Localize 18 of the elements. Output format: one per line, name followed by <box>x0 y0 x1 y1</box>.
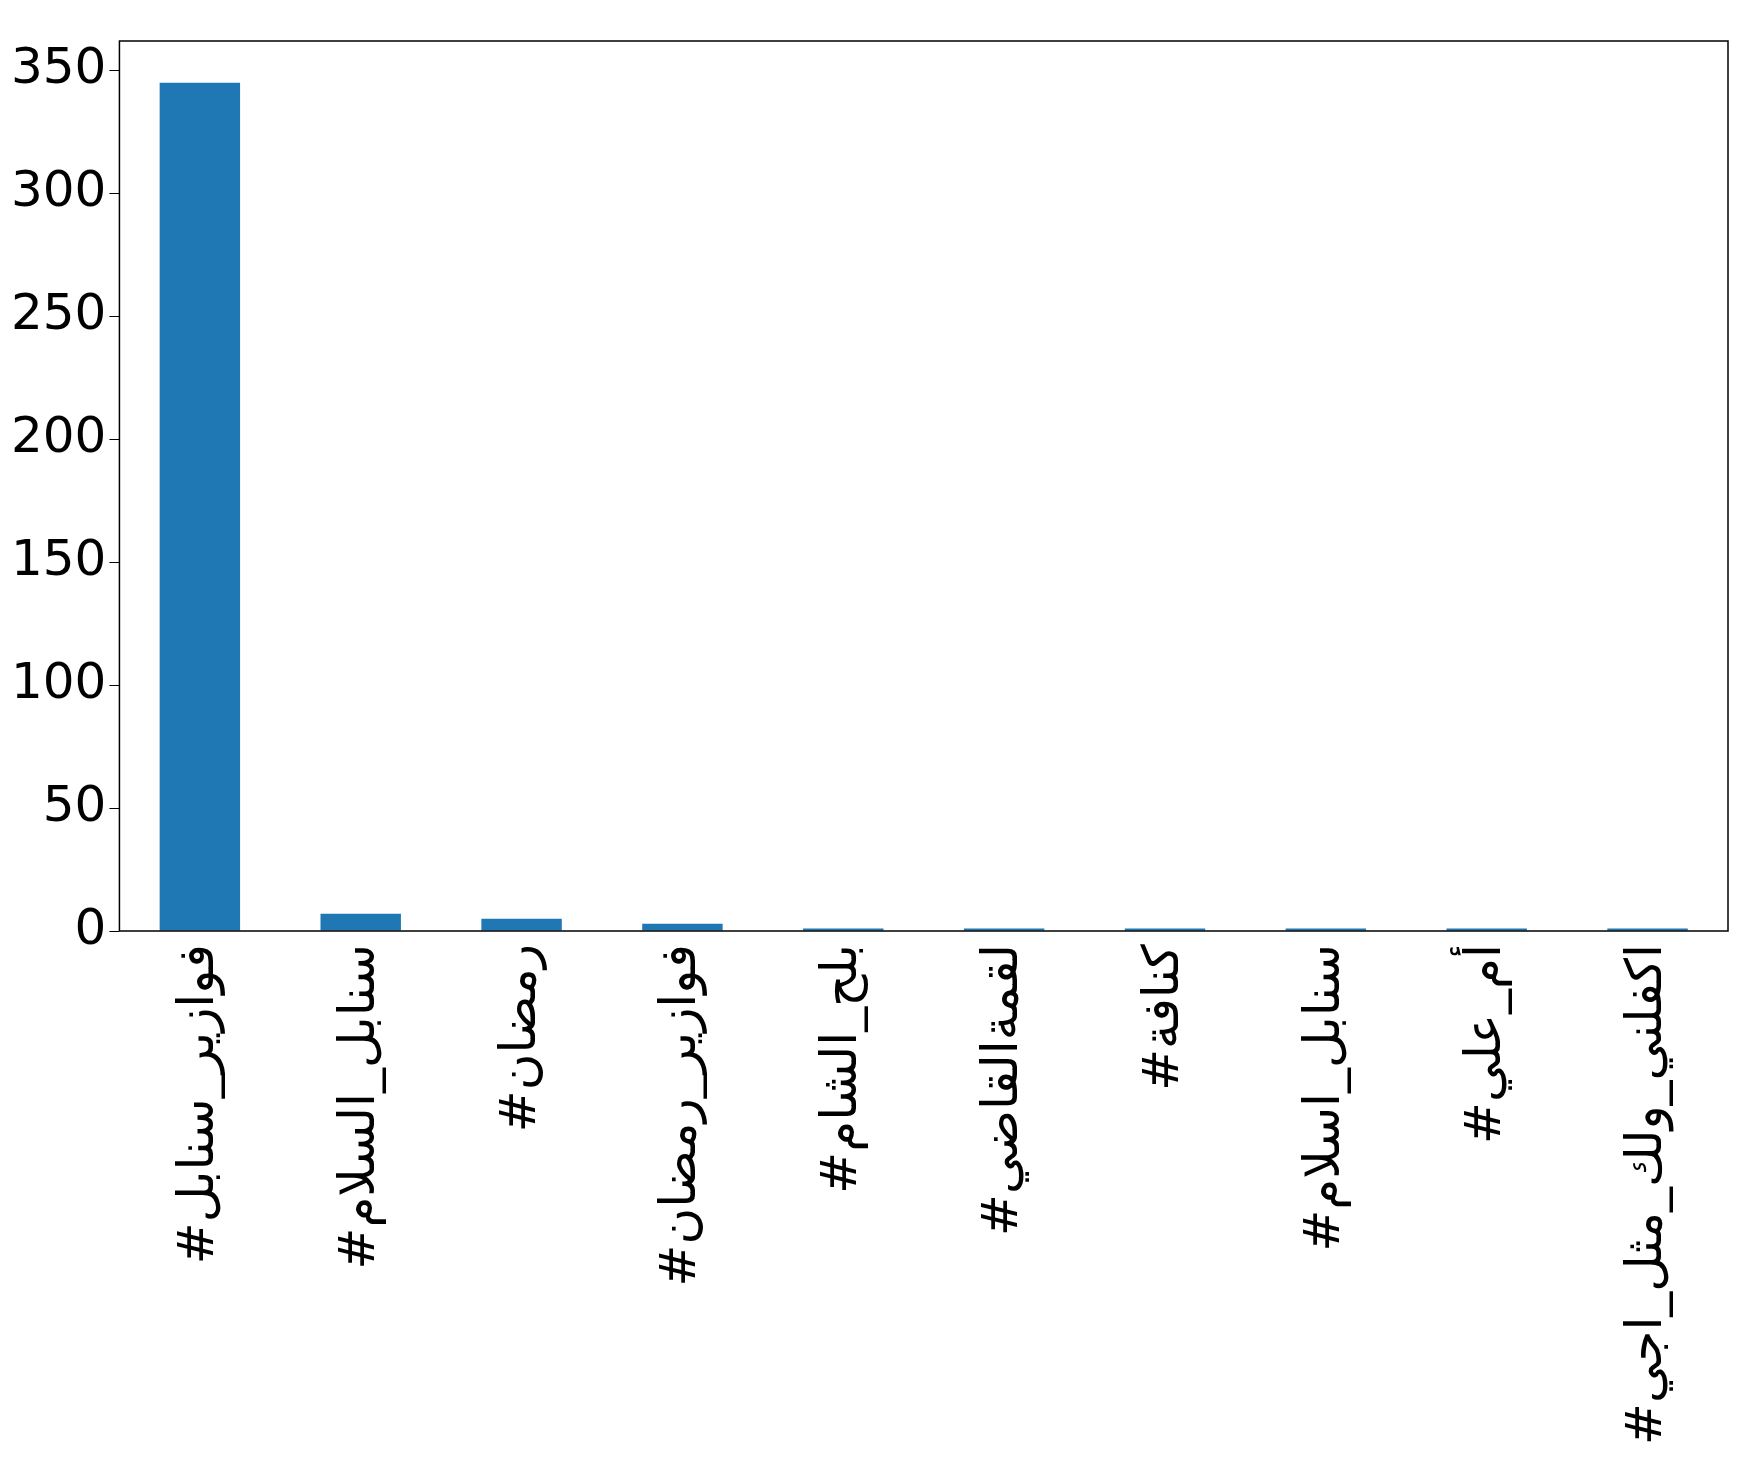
y-tick-label: 300 <box>11 160 107 219</box>
y-tick-label: 250 <box>11 283 107 342</box>
x-tick-label: #أم_علي <box>1449 944 1512 1144</box>
y-tick-label: 50 <box>42 775 107 834</box>
y-tick-label: 200 <box>11 406 107 465</box>
y-tick-label: 0 <box>74 898 107 957</box>
x-tick-label: #كنافة <box>1131 943 1190 1091</box>
x-tick-label: #لقمةالقاضي <box>971 944 1030 1237</box>
y-tick-label: 150 <box>11 529 107 588</box>
y-tick-label: 100 <box>11 652 107 711</box>
x-tick-label: #بلح_الشام <box>810 944 870 1194</box>
x-tick-label: #فوازير_سنابل <box>166 944 225 1265</box>
x-tick-label: #سنابل_اسلام <box>1292 944 1351 1252</box>
x-tick-label: #سنابل_السلام <box>327 944 386 1270</box>
x-tick-label: #اكفلني_ولك_مثل_اجي <box>1614 944 1674 1446</box>
x-tick-label: #رمضان <box>488 944 547 1133</box>
y-tick-label: 350 <box>11 37 107 96</box>
x-tick-label: #فوازير_رمضان <box>649 944 708 1287</box>
